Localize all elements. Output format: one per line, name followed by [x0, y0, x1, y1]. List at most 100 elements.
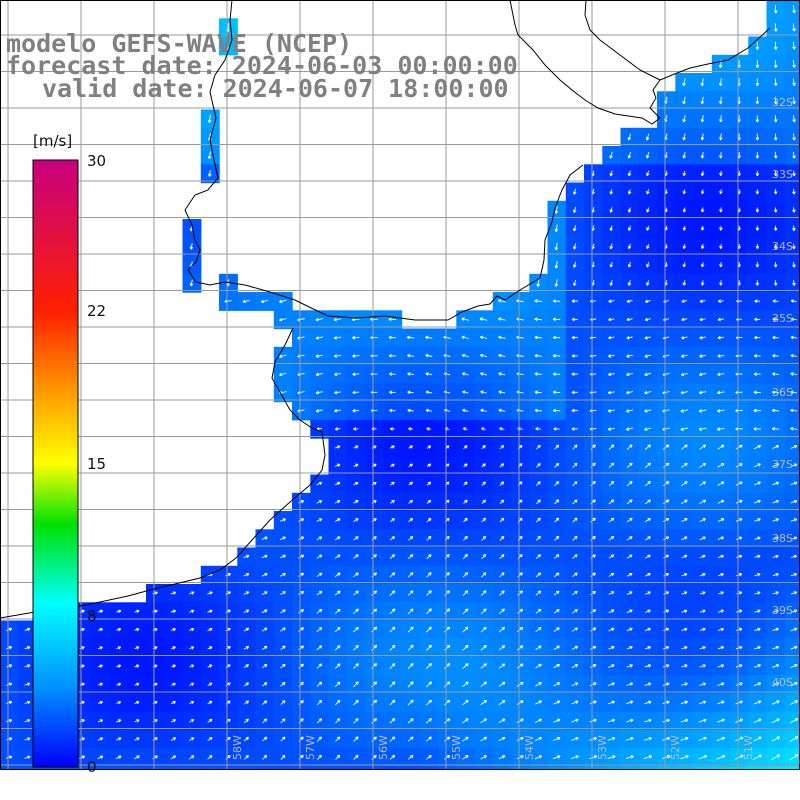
wind-arrow: [481, 774, 487, 777]
wind-cell: [711, 711, 731, 731]
wind-arrow: [790, 518, 798, 522]
wind-cell: [237, 584, 257, 603]
wind-cell: [748, 474, 768, 494]
wind-arrow: [389, 554, 396, 559]
wind-arrow: [279, 317, 287, 322]
wind-arrow: [407, 736, 414, 742]
wind-arrow: [189, 682, 195, 686]
wind-arrow: [243, 754, 249, 760]
wind-cell: [328, 511, 348, 530]
wind-cell: [438, 693, 457, 713]
wind-arrow: [663, 627, 670, 632]
wind-arrow: [790, 627, 798, 632]
wind-arrow: [736, 554, 743, 559]
wind-arrow: [353, 536, 359, 541]
wind-arrow: [462, 626, 469, 633]
wind-arrow: [334, 372, 342, 377]
wind-cell: [273, 675, 293, 695]
wind-arrow: [699, 499, 707, 504]
wind-arrow: [279, 354, 287, 358]
wind-arrow: [480, 626, 487, 633]
wind-cell: [146, 730, 165, 749]
wind-cell: [237, 657, 257, 676]
wind-cell: [474, 565, 494, 585]
wind-arrow: [608, 299, 615, 304]
wind-arrow: [790, 554, 798, 559]
wind-arrow: [481, 463, 486, 468]
wind-arrow: [772, 609, 779, 613]
wind-cell: [365, 456, 384, 476]
wind-arrow: [463, 774, 469, 777]
wind-arrow: [316, 500, 323, 504]
wind-cell: [456, 438, 476, 457]
wind-arrow: [407, 754, 414, 760]
wind-arrow: [792, 23, 796, 32]
wind-arrow: [261, 609, 268, 614]
wind-arrow: [717, 372, 725, 377]
wind-arrow: [243, 736, 249, 742]
wind-arrow: [645, 573, 651, 577]
wind-arrow: [554, 499, 560, 505]
wind-cell: [766, 638, 786, 658]
wind-cell: [784, 36, 800, 56]
wind-cell: [438, 766, 457, 770]
wind-arrow: [353, 518, 359, 522]
wind-arrow: [336, 774, 340, 778]
wind-arrow: [589, 718, 597, 723]
wind-arrow: [480, 644, 487, 651]
wind-arrow: [243, 573, 250, 577]
wind-cell: [310, 675, 330, 695]
wind-arrow: [589, 774, 597, 777]
wind-arrow: [646, 189, 650, 195]
wind-cell: [529, 748, 549, 768]
wind-cell: [474, 675, 494, 695]
wind-arrow: [207, 646, 213, 650]
wind-arrow: [371, 644, 378, 651]
wind-arrow: [171, 682, 176, 687]
wind-cell: [383, 438, 403, 457]
wind-cell: [419, 565, 439, 585]
wind-cell: [365, 638, 384, 658]
wind-arrow: [390, 774, 395, 778]
wind-cell: [365, 492, 384, 512]
wind-cell: [255, 693, 275, 713]
wind-arrow: [243, 700, 250, 705]
wind-arrow: [644, 481, 652, 487]
wind-arrow: [480, 390, 487, 394]
wind-cell: [547, 638, 567, 658]
wind-arrow: [116, 664, 122, 668]
wind-cell: [565, 438, 585, 457]
wind-arrow: [407, 590, 414, 596]
wind-arrow: [753, 682, 762, 687]
wind-cell: [383, 474, 403, 494]
wind-cell: [328, 456, 348, 476]
wind-arrow: [682, 133, 686, 141]
wind-cell: [419, 492, 439, 512]
wind-cell: [730, 675, 749, 695]
wind-cell: [328, 547, 348, 567]
wind-arrow: [389, 663, 396, 670]
wind-arrow: [407, 699, 414, 706]
wind-arrow: [572, 225, 577, 232]
wind-arrow: [645, 609, 651, 613]
wind-arrow: [626, 390, 633, 395]
wind-arrow: [352, 372, 360, 377]
wind-arrow: [754, 664, 761, 668]
wind-cell: [255, 602, 275, 622]
wind-arrow: [700, 244, 705, 249]
wind-cell: [255, 657, 275, 676]
wind-arrow: [719, 207, 723, 213]
wind-arrow: [24, 737, 31, 741]
wind-arrow: [754, 536, 761, 540]
wind-arrow: [389, 608, 396, 615]
wind-arrow: [626, 444, 633, 450]
wind-arrow: [717, 609, 724, 614]
wind-arrow: [426, 445, 432, 449]
wind-cell: [401, 565, 421, 585]
wind-cell: [565, 638, 585, 658]
wind-arrow: [700, 225, 705, 231]
wind-arrow: [499, 774, 505, 777]
wind-arrow: [463, 463, 468, 468]
wind-arrow: [426, 481, 432, 486]
